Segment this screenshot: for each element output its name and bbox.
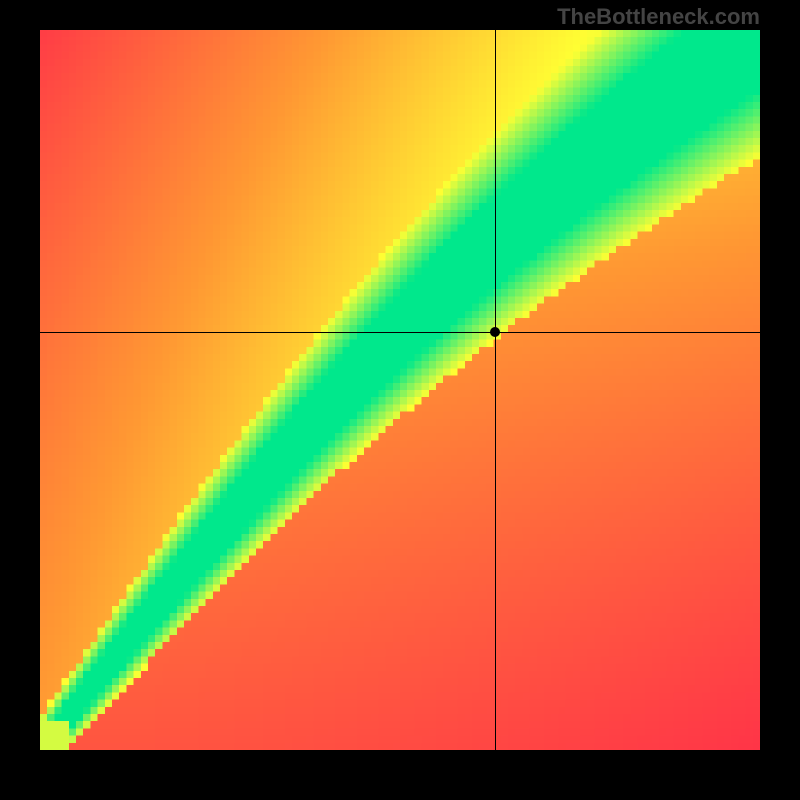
bottleneck-heatmap [40,30,760,750]
chart-container [40,30,760,750]
crosshair-vertical [495,30,496,750]
selection-marker [490,327,500,337]
crosshair-horizontal [40,332,760,333]
watermark-text: TheBottleneck.com [557,4,760,30]
